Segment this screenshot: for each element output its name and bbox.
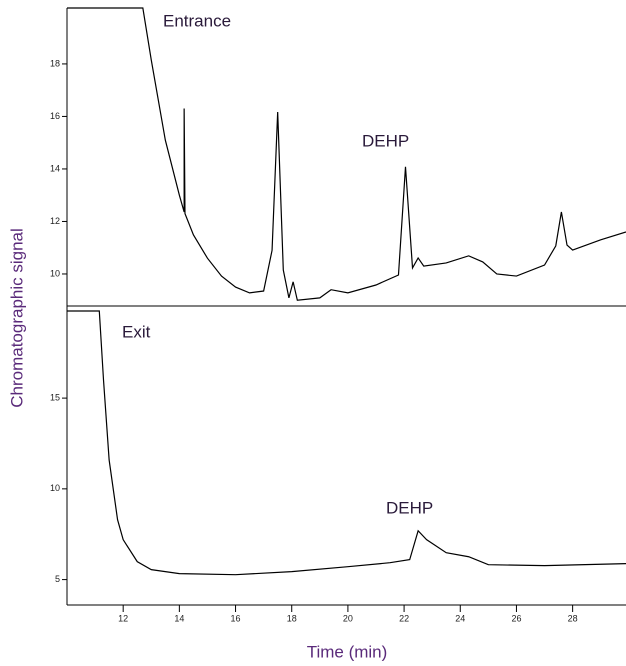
- x-tick-label: 12: [118, 613, 128, 623]
- y-axis-label: Chromatographic signal: [7, 228, 26, 408]
- annotation: DEHP: [362, 131, 409, 150]
- y-tick-label: 5: [55, 574, 60, 584]
- annotation: Exit: [122, 322, 151, 341]
- y-tick-label: 10: [50, 268, 60, 278]
- x-tick-label: 22: [399, 613, 409, 623]
- x-tick-label: 24: [455, 613, 465, 623]
- x-tick-label: 20: [343, 613, 353, 623]
- y-tick-label: 16: [50, 111, 60, 121]
- y-tick-label: 12: [50, 216, 60, 226]
- x-tick-label: 26: [511, 613, 521, 623]
- x-tick-label: 28: [568, 613, 578, 623]
- y-tick-label: 14: [50, 163, 60, 173]
- trace: [67, 310, 626, 576]
- y-tick-label: 15: [50, 392, 60, 402]
- y-tick-label: 10: [50, 483, 60, 493]
- x-tick-label: 14: [174, 613, 184, 623]
- trace: [67, 7, 626, 301]
- annotation: Entrance: [163, 11, 231, 30]
- x-tick-label: 16: [231, 613, 241, 623]
- y-tick-label: 18: [50, 58, 60, 68]
- x-axis-label: Time (min): [307, 642, 388, 661]
- annotation: DEHP: [386, 498, 433, 517]
- x-tick-label: 18: [287, 613, 297, 623]
